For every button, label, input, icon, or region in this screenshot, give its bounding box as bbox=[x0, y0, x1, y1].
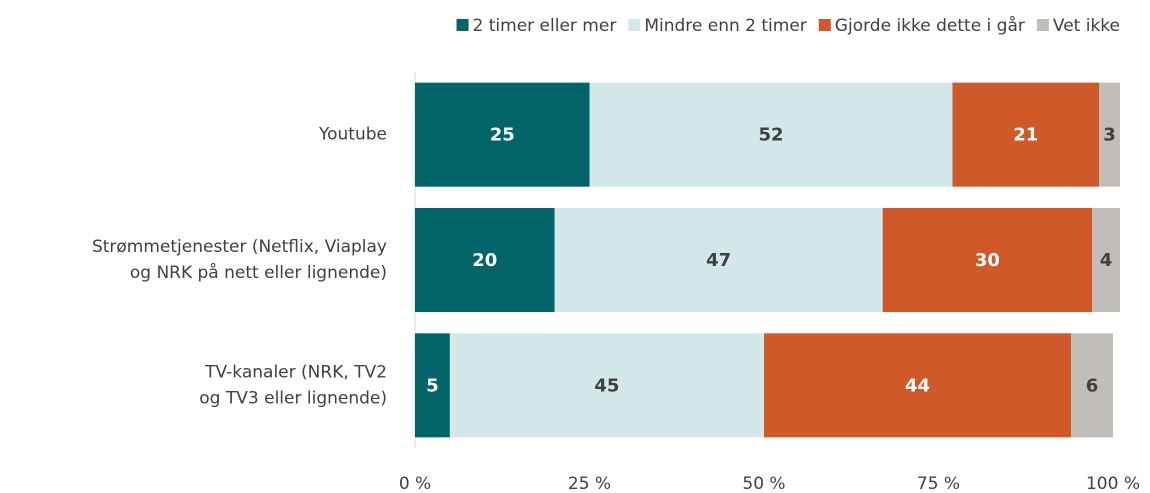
value-label: 4 bbox=[1100, 250, 1113, 271]
value-label: 45 bbox=[594, 375, 619, 396]
value-label: 47 bbox=[706, 250, 731, 271]
value-label: 25 bbox=[490, 125, 515, 146]
bar-segment bbox=[952, 82, 1100, 187]
bar-segment bbox=[449, 333, 764, 438]
value-label: 21 bbox=[1013, 125, 1038, 146]
legend-swatch bbox=[628, 19, 641, 31]
value-label: 5 bbox=[426, 375, 439, 396]
bar-segment bbox=[1099, 82, 1120, 187]
y-tick-label: Youtube bbox=[318, 125, 387, 145]
value-label: 3 bbox=[1103, 125, 1116, 146]
y-tick-label: Strømmetjenester (Netflix, Viaplay bbox=[92, 237, 387, 257]
legend-label: Vet ikke bbox=[1053, 16, 1120, 36]
value-label: 52 bbox=[758, 125, 783, 146]
value-label: 6 bbox=[1086, 375, 1099, 396]
legend-swatch bbox=[456, 19, 469, 31]
bar-segment bbox=[764, 333, 1072, 438]
bar-segment bbox=[554, 207, 883, 313]
x-tick-label: 75 % bbox=[917, 474, 960, 493]
legend-label: 2 timer eller mer bbox=[473, 16, 617, 36]
x-tick-label: 25 % bbox=[568, 474, 611, 493]
legend-label: Gjorde ikke dette i går bbox=[835, 15, 1025, 36]
legend-label: Mindre enn 2 timer bbox=[644, 16, 806, 36]
legend-swatch bbox=[818, 19, 831, 31]
value-label: 44 bbox=[905, 375, 930, 396]
bar-segment bbox=[415, 333, 450, 438]
bar-segment bbox=[415, 207, 555, 313]
bar-segment bbox=[415, 82, 590, 187]
bar-segment bbox=[1092, 207, 1120, 313]
bar-segment bbox=[1071, 333, 1113, 438]
x-tick-label: 50 % bbox=[742, 474, 785, 493]
x-tick-label: 100 % bbox=[1086, 474, 1140, 493]
value-label: 30 bbox=[975, 250, 1000, 271]
legend-swatch bbox=[1036, 19, 1049, 31]
bar-segment bbox=[589, 82, 953, 187]
bar-segment bbox=[882, 207, 1093, 313]
y-tick-label: og NRK på nett eller lignende) bbox=[130, 262, 387, 283]
x-tick-label: 0 % bbox=[399, 474, 431, 493]
value-label: 20 bbox=[472, 250, 497, 271]
y-tick-label: og TV3 eller lignende) bbox=[199, 388, 387, 408]
y-tick-label: TV-kanaler (NRK, TV2 bbox=[204, 362, 387, 382]
